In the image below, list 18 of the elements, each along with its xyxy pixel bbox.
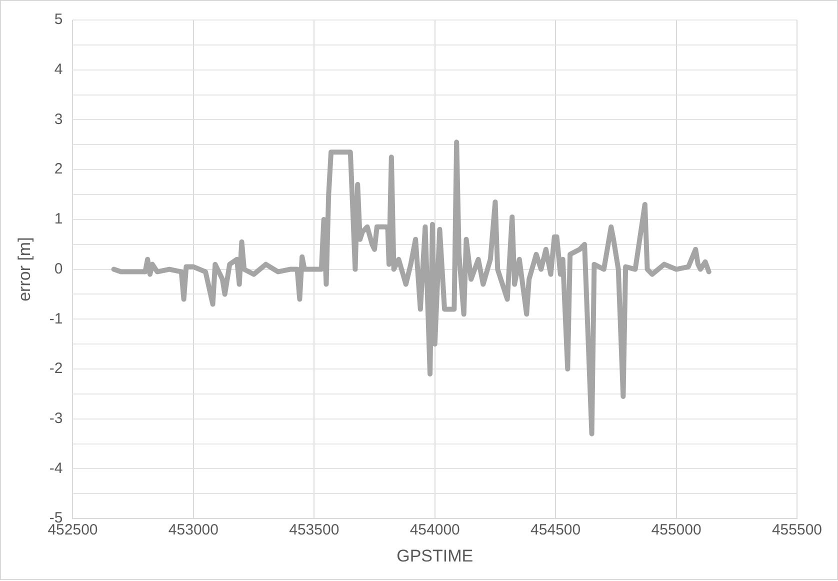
y-tick-label: 4 [54, 61, 63, 78]
y-tick-label: -4 [49, 460, 63, 477]
x-axis-title: GPSTIME [396, 546, 474, 566]
y-tick-label: -1 [49, 310, 63, 328]
x-tick-label: 454000 [410, 522, 460, 539]
x-tick-label: 455500 [772, 522, 822, 539]
x-tick-label: 455000 [651, 522, 702, 539]
y-tick-label: -3 [49, 410, 63, 428]
y-tick-label: -2 [49, 360, 63, 378]
y-tick-label: 3 [54, 110, 63, 128]
x-tick-label: 454500 [530, 522, 581, 539]
x-tick-label: 453500 [289, 522, 340, 539]
y-tick-label: 1 [54, 210, 63, 228]
y-axis-title: error [m] [14, 237, 34, 302]
x-tick-label: 453000 [168, 522, 218, 539]
y-tick-label: 2 [54, 160, 63, 178]
y-tick-label: 0 [54, 260, 63, 278]
y-tick-label: 5 [54, 11, 63, 28]
